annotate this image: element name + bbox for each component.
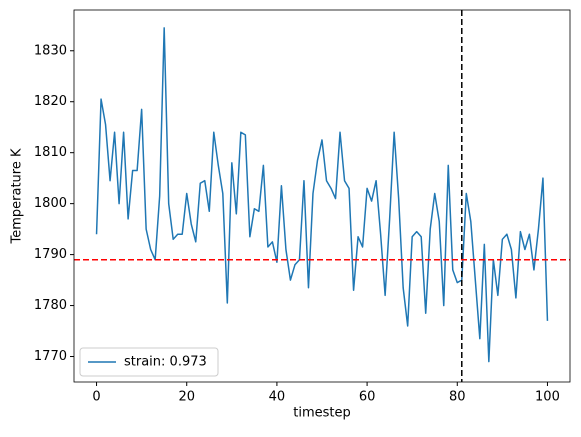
x-tick-label: 0 <box>92 390 100 405</box>
x-tick-label: 40 <box>269 390 286 405</box>
legend-label: strain: 0.973 <box>124 355 207 370</box>
x-tick-label: 60 <box>359 390 376 405</box>
y-tick-label: 1810 <box>34 145 67 160</box>
y-tick-label: 1780 <box>34 298 67 313</box>
y-tick-label: 1800 <box>34 196 67 211</box>
y-tick-label: 1770 <box>34 349 67 364</box>
y-tick-label: 1830 <box>34 43 67 58</box>
x-tick-label: 80 <box>449 390 466 405</box>
plot-frame <box>73 9 571 383</box>
x-axis-label: timestep <box>293 406 351 421</box>
y-axis-label: Temperature K <box>10 148 25 244</box>
data-line <box>95 27 549 363</box>
y-tick-label: 1790 <box>34 247 67 262</box>
x-tick-label: 100 <box>535 390 560 405</box>
legend-box <box>79 347 219 377</box>
x-tick-label: 20 <box>178 390 195 405</box>
y-tick-label: 1820 <box>34 94 67 109</box>
